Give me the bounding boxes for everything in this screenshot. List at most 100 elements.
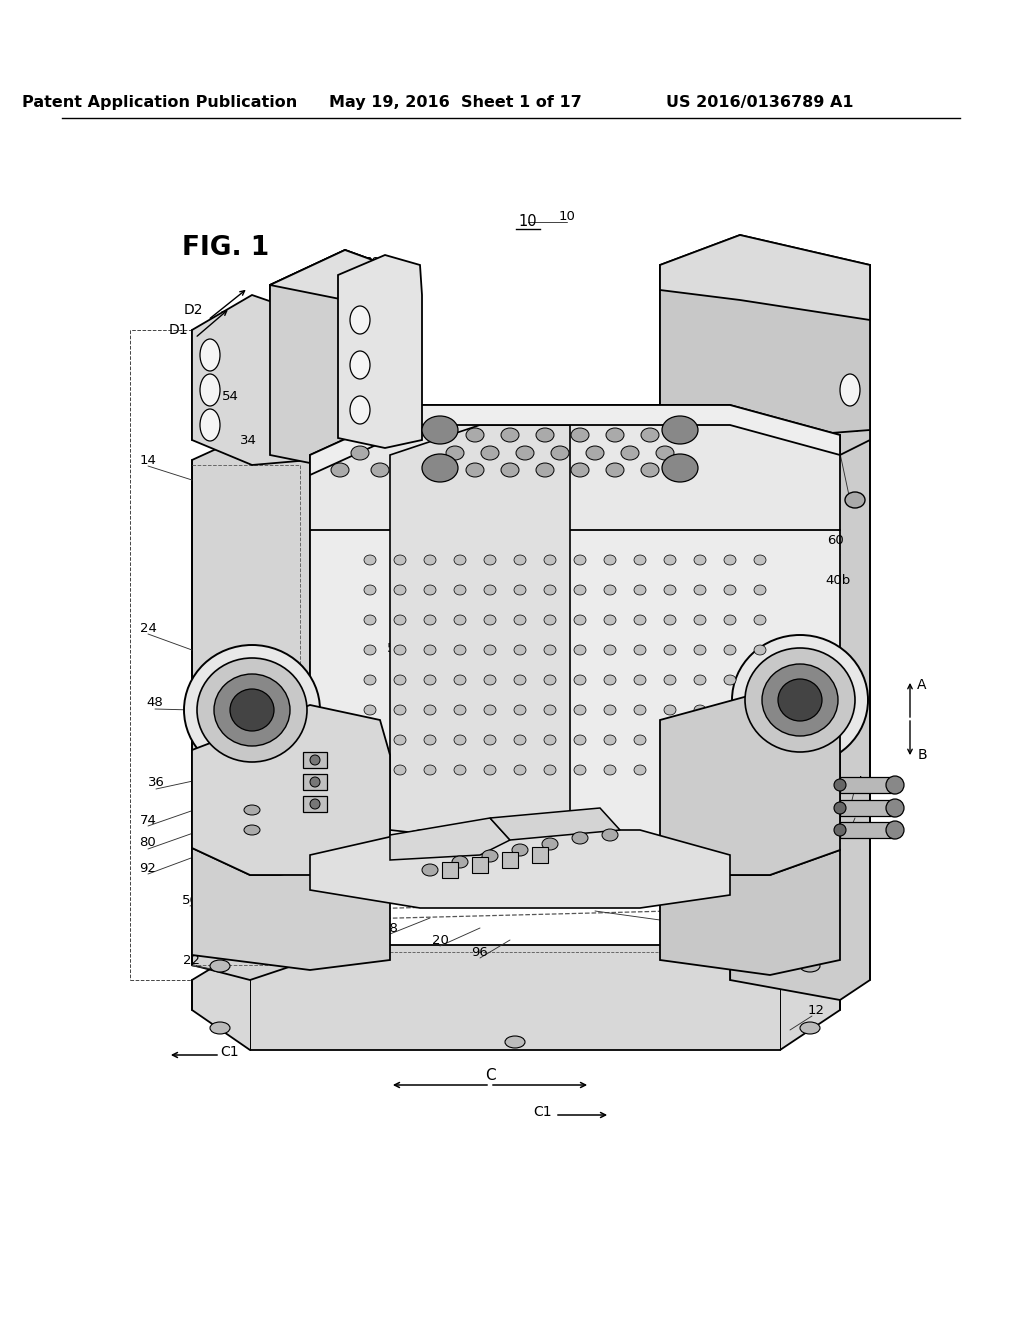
Ellipse shape <box>574 585 586 595</box>
Polygon shape <box>303 774 327 789</box>
Polygon shape <box>310 830 730 908</box>
Text: 32: 32 <box>481 483 499 496</box>
Polygon shape <box>390 818 510 861</box>
Ellipse shape <box>514 766 526 775</box>
Ellipse shape <box>364 554 376 565</box>
Text: 18: 18 <box>377 483 393 496</box>
Ellipse shape <box>350 306 370 334</box>
Ellipse shape <box>606 428 624 442</box>
Ellipse shape <box>621 446 639 459</box>
Text: May 19, 2016  Sheet 1 of 17: May 19, 2016 Sheet 1 of 17 <box>329 95 582 110</box>
Ellipse shape <box>536 463 554 477</box>
Text: 54: 54 <box>531 482 549 495</box>
Ellipse shape <box>310 799 319 809</box>
Text: 74: 74 <box>139 813 157 826</box>
Text: 80: 80 <box>139 837 157 850</box>
Ellipse shape <box>514 554 526 565</box>
Ellipse shape <box>466 463 484 477</box>
Ellipse shape <box>634 615 646 624</box>
Text: 86a: 86a <box>843 805 867 818</box>
Text: 58: 58 <box>382 921 398 935</box>
Polygon shape <box>490 808 620 840</box>
Polygon shape <box>303 752 327 768</box>
Text: 70: 70 <box>750 479 766 491</box>
Ellipse shape <box>664 705 676 715</box>
Ellipse shape <box>886 776 904 795</box>
Ellipse shape <box>604 585 616 595</box>
Ellipse shape <box>656 446 674 459</box>
Text: A: A <box>918 678 927 692</box>
Ellipse shape <box>351 446 369 459</box>
Ellipse shape <box>574 675 586 685</box>
Ellipse shape <box>694 705 706 715</box>
Ellipse shape <box>422 454 458 482</box>
Polygon shape <box>840 777 895 793</box>
Ellipse shape <box>422 416 458 444</box>
Ellipse shape <box>664 645 676 655</box>
Ellipse shape <box>501 428 519 442</box>
Ellipse shape <box>514 705 526 715</box>
Ellipse shape <box>484 585 496 595</box>
Ellipse shape <box>634 766 646 775</box>
Ellipse shape <box>424 735 436 744</box>
Text: 20: 20 <box>431 933 449 946</box>
Ellipse shape <box>452 855 468 869</box>
Ellipse shape <box>214 675 290 746</box>
Ellipse shape <box>694 554 706 565</box>
Text: D2: D2 <box>183 304 203 317</box>
Ellipse shape <box>230 689 274 731</box>
Ellipse shape <box>350 351 370 379</box>
Ellipse shape <box>536 428 554 442</box>
Polygon shape <box>730 330 870 455</box>
Ellipse shape <box>634 675 646 685</box>
Ellipse shape <box>422 865 438 876</box>
Text: C1: C1 <box>221 1045 240 1059</box>
Ellipse shape <box>424 615 436 624</box>
Text: C1: C1 <box>534 1105 552 1119</box>
Text: 36: 36 <box>147 776 165 789</box>
Ellipse shape <box>454 554 466 565</box>
Text: 60: 60 <box>364 256 380 268</box>
Text: 50: 50 <box>547 665 563 678</box>
Text: 48: 48 <box>587 899 603 912</box>
Text: 56: 56 <box>181 894 199 907</box>
Ellipse shape <box>350 396 370 424</box>
Ellipse shape <box>634 554 646 565</box>
Ellipse shape <box>514 735 526 744</box>
Ellipse shape <box>886 821 904 840</box>
Text: 54: 54 <box>221 391 239 404</box>
Text: 30: 30 <box>422 408 438 421</box>
Ellipse shape <box>664 554 676 565</box>
Ellipse shape <box>586 446 604 459</box>
Ellipse shape <box>431 428 449 442</box>
Ellipse shape <box>484 735 496 744</box>
Ellipse shape <box>694 766 706 775</box>
Ellipse shape <box>834 803 846 814</box>
Ellipse shape <box>514 615 526 624</box>
Ellipse shape <box>604 554 616 565</box>
Ellipse shape <box>574 705 586 715</box>
Ellipse shape <box>840 374 860 407</box>
Ellipse shape <box>454 705 466 715</box>
Ellipse shape <box>542 838 558 850</box>
Text: 86b: 86b <box>843 776 867 788</box>
Ellipse shape <box>544 585 556 595</box>
Ellipse shape <box>745 648 855 752</box>
Ellipse shape <box>604 735 616 744</box>
Ellipse shape <box>516 446 534 459</box>
Text: 48: 48 <box>146 697 164 710</box>
Ellipse shape <box>762 664 838 737</box>
Ellipse shape <box>364 615 376 624</box>
Ellipse shape <box>604 615 616 624</box>
Ellipse shape <box>394 675 406 685</box>
Text: US 2016/0136789 A1: US 2016/0136789 A1 <box>667 95 854 110</box>
Ellipse shape <box>514 585 526 595</box>
Ellipse shape <box>394 766 406 775</box>
Ellipse shape <box>664 615 676 624</box>
Ellipse shape <box>724 766 736 775</box>
Text: 68: 68 <box>672 264 688 276</box>
Text: 92: 92 <box>521 874 539 887</box>
Ellipse shape <box>454 675 466 685</box>
Ellipse shape <box>512 843 528 855</box>
Text: 14: 14 <box>139 454 157 466</box>
